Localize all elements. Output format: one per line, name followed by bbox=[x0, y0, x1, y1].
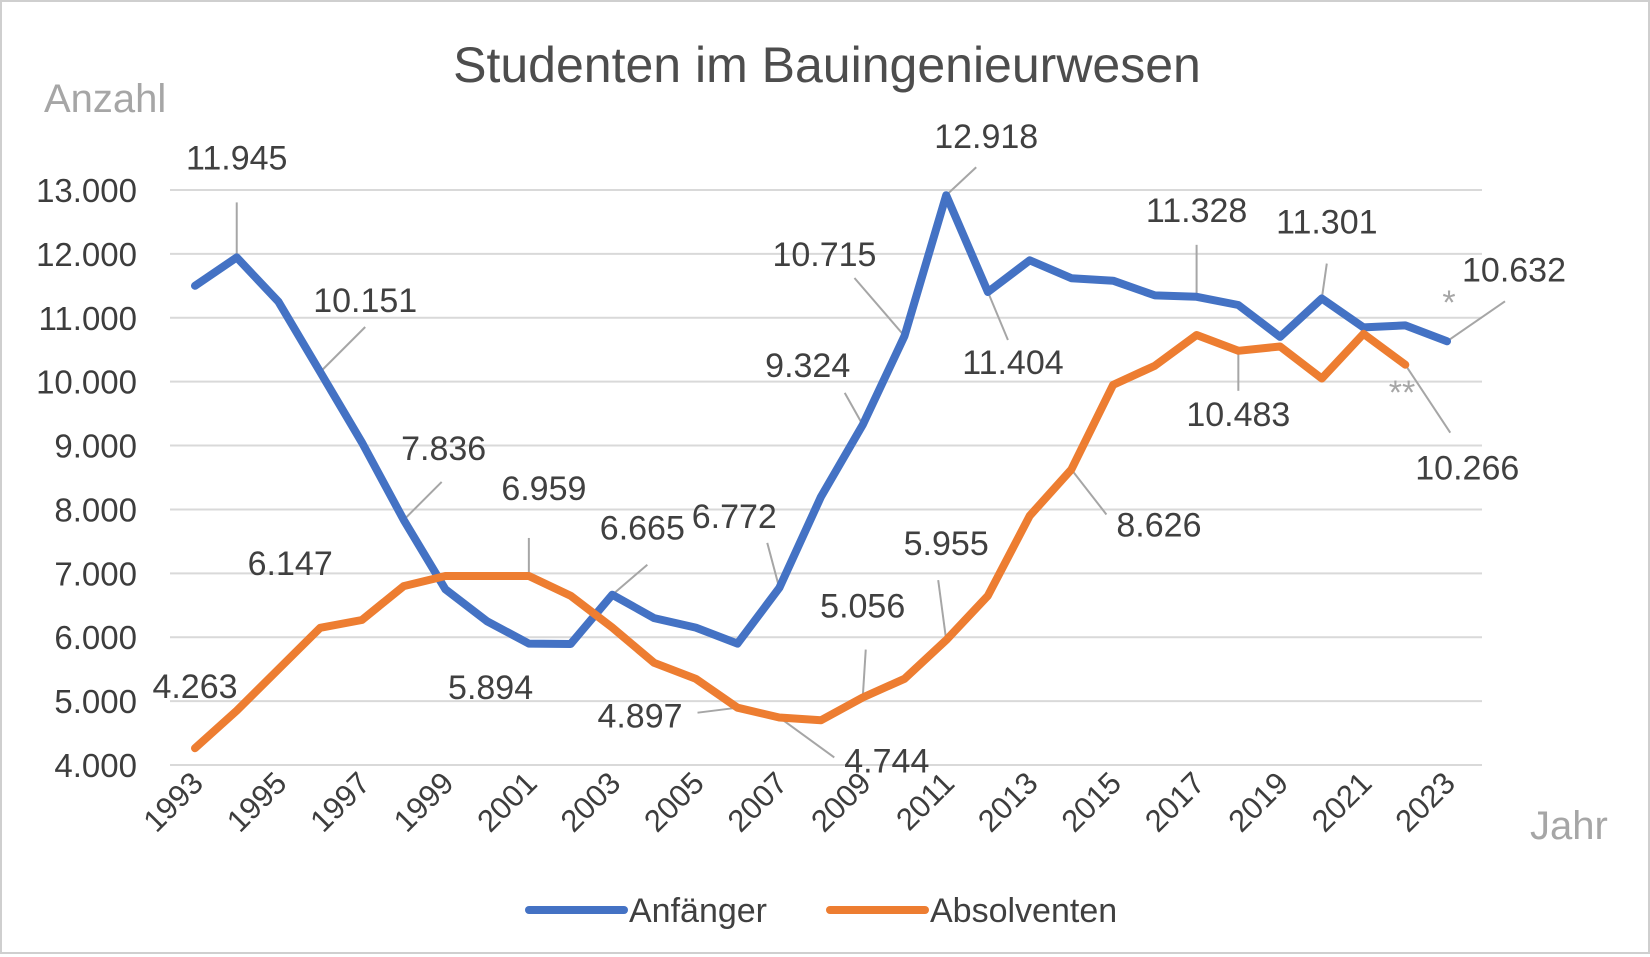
series-line-absolventen bbox=[191, 329, 1410, 753]
x-tick-label: 1995 bbox=[220, 765, 294, 839]
data-label: 6.665 bbox=[600, 510, 685, 548]
leader-line bbox=[861, 649, 867, 698]
data-label: 11.404 bbox=[962, 344, 1063, 382]
x-tick-label: 2015 bbox=[1055, 765, 1129, 839]
data-label: 5.955 bbox=[904, 525, 989, 563]
data-label: 4.897 bbox=[597, 698, 682, 736]
data-label: 11.328 bbox=[1146, 192, 1247, 230]
leader-line bbox=[766, 542, 781, 589]
x-tick-label: 2003 bbox=[554, 765, 628, 839]
data-label: 9.324 bbox=[765, 347, 850, 385]
y-tick-label: 8.000 bbox=[54, 491, 137, 528]
gridlines bbox=[170, 189, 1482, 766]
leader-line bbox=[1404, 364, 1452, 434]
x-tick-label: 2001 bbox=[470, 765, 544, 839]
y-tick-label: 13.000 bbox=[36, 172, 137, 209]
x-tick-label: 1997 bbox=[303, 765, 377, 839]
leader-line bbox=[1320, 263, 1328, 299]
data-label: 10.483 bbox=[1186, 396, 1290, 434]
data-label: 12.918 bbox=[934, 118, 1038, 156]
data-label: 4.744 bbox=[844, 742, 929, 780]
x-axis-ticks: 1993 1995 1997 1999 2001 2003 2005 2007 2009 2011… bbox=[136, 765, 1462, 839]
x-tick-label: 2005 bbox=[637, 765, 711, 839]
leader-line bbox=[319, 326, 366, 373]
data-label: 5.894 bbox=[448, 669, 533, 707]
data-label: 6.147 bbox=[248, 545, 333, 583]
y-tick-label: 6.000 bbox=[54, 619, 137, 656]
x-tick-label: 1993 bbox=[136, 765, 210, 839]
leader-line bbox=[778, 716, 835, 759]
chart-title: Studenten im Bauingenieurwesen bbox=[453, 37, 1201, 93]
x-tick-label: 2007 bbox=[721, 765, 795, 839]
y-tick-label: 7.000 bbox=[54, 555, 137, 592]
label-leader-lines bbox=[235, 166, 1506, 759]
data-label: 5.056 bbox=[820, 588, 905, 626]
data-label: 11.945 bbox=[186, 139, 287, 177]
y-tick-label: 10.000 bbox=[36, 364, 137, 401]
x-axis-label: Jahr bbox=[1530, 804, 1608, 848]
data-label: 10.151 bbox=[313, 282, 417, 320]
leader-line bbox=[987, 291, 1009, 341]
y-tick-label: 9.000 bbox=[54, 428, 137, 465]
legend-entry: Absolventen bbox=[930, 892, 1117, 930]
y-axis-label: Anzahl bbox=[44, 77, 166, 121]
leader-line bbox=[697, 706, 738, 714]
data-label: 4.263 bbox=[152, 668, 237, 706]
data-label: 10.266 bbox=[1415, 450, 1519, 488]
leader-line bbox=[945, 166, 977, 196]
annotations: *** bbox=[1389, 284, 1456, 412]
series-lines bbox=[191, 191, 1451, 753]
data-label: 10.715 bbox=[772, 236, 876, 274]
leader-line bbox=[1070, 468, 1108, 516]
data-label: 11.301 bbox=[1276, 204, 1377, 242]
x-tick-label: 2017 bbox=[1138, 765, 1212, 839]
data-label: 8.626 bbox=[1116, 506, 1201, 544]
leader-line bbox=[402, 481, 443, 521]
x-tick-label: 2021 bbox=[1305, 765, 1379, 839]
leader-line bbox=[611, 563, 648, 596]
data-label: 10.632 bbox=[1462, 251, 1566, 289]
x-tick-label: 2023 bbox=[1388, 765, 1462, 839]
x-tick-label: 1999 bbox=[387, 765, 461, 839]
data-label: 7.836 bbox=[401, 430, 486, 468]
leader-line bbox=[1446, 300, 1506, 343]
data-label: 6.772 bbox=[692, 498, 777, 536]
y-tick-label: 11.000 bbox=[39, 300, 137, 337]
x-tick-label: 2013 bbox=[971, 765, 1045, 839]
data-label: 6.959 bbox=[501, 470, 586, 508]
leader-line bbox=[843, 392, 864, 426]
legend: Anfänger Absolventen bbox=[525, 892, 1117, 930]
legend-entry: Anfänger bbox=[629, 892, 767, 930]
leader-line bbox=[853, 277, 906, 337]
annotation-double-asterisk: ** bbox=[1389, 374, 1415, 412]
y-tick-label: 4.000 bbox=[54, 747, 137, 784]
x-tick-label: 2019 bbox=[1221, 765, 1295, 839]
series-line-anfänger bbox=[191, 191, 1451, 648]
y-tick-label: 5.000 bbox=[54, 683, 137, 720]
y-tick-label: 12.000 bbox=[36, 236, 137, 273]
data-labels: 11.945 10.151 7.836 5.894 6.665 6.772 9.324 10.… bbox=[152, 118, 1566, 780]
y-axis-ticks: 4.000 5.000 6.000 7.000 8.000 9.000 10.000 11.0… bbox=[36, 172, 137, 784]
leader-line bbox=[937, 579, 948, 641]
annotation-asterisk: * bbox=[1442, 284, 1455, 322]
